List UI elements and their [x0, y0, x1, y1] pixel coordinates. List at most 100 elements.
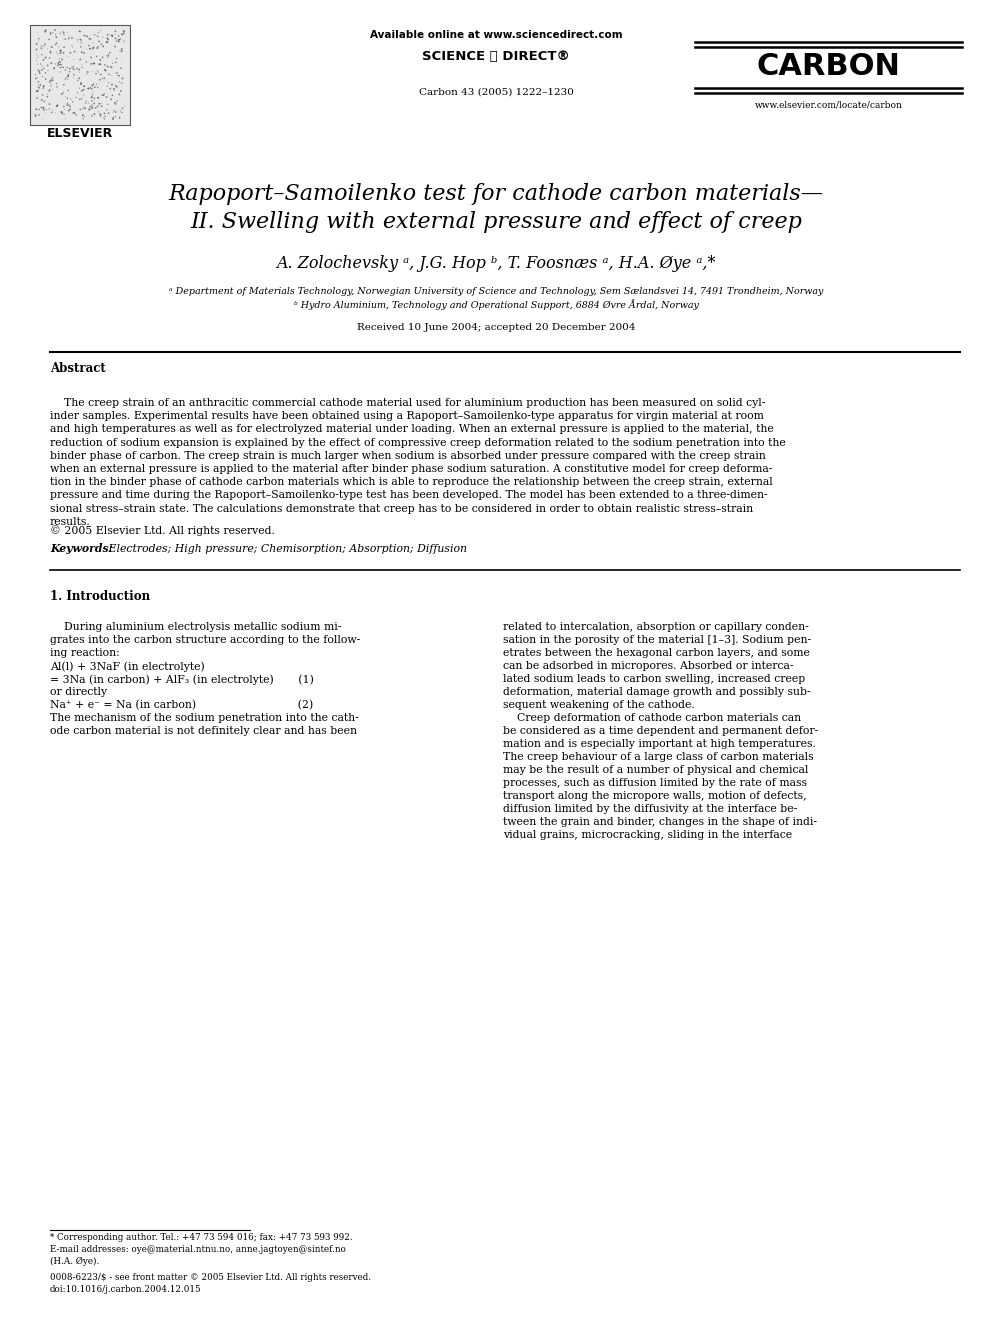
Point: [44, 37, 60, 58]
Point: [98, 60, 114, 81]
Point: [40, 60, 56, 81]
Point: [83, 87, 99, 108]
Point: [74, 54, 90, 75]
Point: [100, 56, 116, 77]
Point: [53, 40, 68, 61]
Point: [85, 74, 101, 95]
Point: [43, 22, 59, 44]
Point: [113, 81, 129, 102]
Point: [97, 106, 113, 127]
Point: [29, 99, 45, 120]
Point: [72, 49, 88, 70]
Point: [73, 74, 89, 95]
Point: [113, 58, 129, 79]
Point: [75, 95, 91, 116]
Point: [61, 79, 76, 101]
Point: [108, 52, 124, 73]
Point: [56, 42, 71, 64]
Point: [80, 78, 96, 99]
Point: [69, 58, 85, 79]
Point: [82, 38, 98, 60]
Point: [86, 103, 102, 124]
Point: [34, 60, 50, 81]
Point: [74, 79, 90, 101]
Text: www.elsevier.com/locate/carbon: www.elsevier.com/locate/carbon: [755, 101, 903, 110]
Point: [57, 24, 72, 45]
Point: [37, 21, 53, 42]
Point: [66, 102, 82, 123]
Point: [35, 108, 51, 130]
Point: [107, 93, 123, 114]
Point: [49, 73, 64, 94]
Point: [109, 90, 125, 111]
Point: [62, 89, 78, 110]
Point: [29, 81, 45, 102]
Point: [81, 98, 97, 119]
Point: [59, 66, 74, 87]
Text: Rapoport–Samoilenko test for cathode carbon materials—: Rapoport–Samoilenko test for cathode car…: [169, 183, 823, 205]
Point: [34, 37, 50, 58]
Text: SCIENCE ⓐ DIRECT®: SCIENCE ⓐ DIRECT®: [422, 50, 570, 64]
Point: [89, 61, 105, 82]
Point: [73, 73, 89, 94]
Point: [92, 54, 108, 75]
Point: [50, 95, 65, 116]
Point: [75, 79, 91, 101]
Point: [42, 48, 58, 69]
Point: [114, 98, 130, 119]
Point: [61, 64, 76, 85]
Point: [82, 38, 98, 60]
Text: Received 10 June 2004; accepted 20 December 2004: Received 10 June 2004; accepted 20 Decem…: [357, 323, 635, 332]
Point: [84, 97, 100, 118]
Point: [85, 81, 101, 102]
Point: [54, 83, 69, 105]
Point: [54, 42, 69, 64]
Point: [61, 28, 76, 49]
Point: [79, 25, 95, 46]
Point: [62, 61, 77, 82]
Text: The creep strain of an anthracitic commercial cathode material used for aluminiu: The creep strain of an anthracitic comme…: [50, 398, 766, 407]
Point: [100, 32, 116, 53]
Point: [38, 20, 54, 41]
Point: [86, 53, 102, 74]
Text: A. Zolochevsky ᵃ, J.G. Hop ᵇ, T. Foosnæs ᵃ, H.A. Øye ᵃ,*: A. Zolochevsky ᵃ, J.G. Hop ᵇ, T. Foosnæs…: [276, 255, 716, 273]
Point: [63, 34, 79, 56]
Point: [60, 69, 75, 90]
Point: [45, 99, 61, 120]
Point: [84, 75, 100, 97]
Point: [31, 28, 47, 49]
Point: [109, 62, 125, 83]
Point: [45, 70, 61, 91]
Point: [108, 102, 124, 123]
Point: [93, 33, 109, 54]
Point: [102, 78, 118, 99]
Point: [60, 22, 75, 44]
Point: [32, 61, 48, 82]
Point: [80, 78, 96, 99]
Point: [95, 85, 111, 106]
Text: 1. Introduction: 1. Introduction: [50, 590, 150, 603]
Point: [83, 95, 99, 116]
Point: [100, 94, 116, 115]
Point: [107, 36, 123, 57]
Point: [66, 65, 82, 86]
Point: [91, 101, 107, 122]
Point: [69, 29, 85, 50]
Point: [96, 67, 112, 89]
Text: Carbon 43 (2005) 1222–1230: Carbon 43 (2005) 1222–1230: [419, 89, 573, 97]
Text: 0008-6223/$ - see front matter © 2005 Elsevier Ltd. All rights reserved.: 0008-6223/$ - see front matter © 2005 El…: [50, 1273, 371, 1282]
Point: [73, 41, 89, 62]
Point: [43, 41, 59, 62]
Point: [49, 77, 64, 98]
Point: [56, 74, 71, 95]
Point: [54, 102, 69, 123]
Text: can be adsorbed in micropores. Absorbed or interca-: can be adsorbed in micropores. Absorbed …: [503, 662, 794, 671]
Text: may be the result of a number of physical and chemical: may be the result of a number of physica…: [503, 765, 808, 775]
Point: [81, 97, 97, 118]
Point: [33, 54, 49, 75]
Point: [54, 101, 69, 122]
Point: [91, 93, 107, 114]
Point: [99, 32, 115, 53]
Point: [64, 91, 80, 112]
Point: [44, 102, 60, 123]
